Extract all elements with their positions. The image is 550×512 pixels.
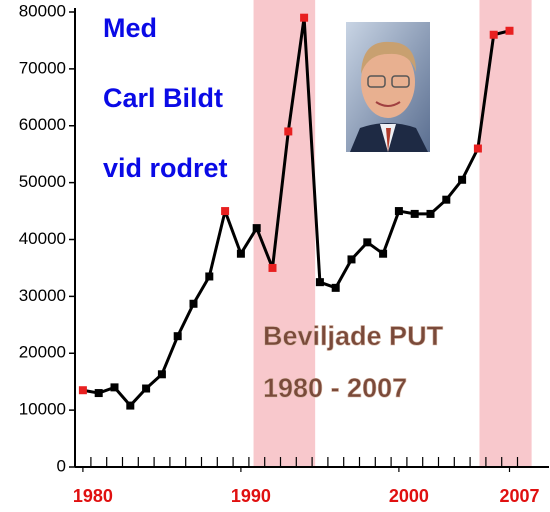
data-point [300,13,309,22]
y-tick-label: 10000 [19,400,66,419]
x-tick-label: 2000 [389,486,429,506]
y-tick-label: 0 [57,456,66,475]
data-point [236,249,245,258]
data-point [394,207,403,216]
data-point [284,127,293,136]
annotation: Carl Bildt [103,83,223,113]
y-tick-label: 80000 [19,1,66,20]
data-point [505,26,514,35]
shaded-range [253,0,316,467]
portrait-photo [346,22,430,152]
inset-title: Beviljade PUT [263,321,444,351]
data-point [473,144,482,153]
y-tick-label: 60000 [19,115,66,134]
y-tick-label: 70000 [19,58,66,77]
data-point [331,283,340,292]
y-tick-label: 30000 [19,286,66,305]
x-tick-label: 1990 [231,486,271,506]
data-point [410,209,419,218]
annotation: Med [103,13,157,43]
data-point [221,207,230,216]
y-tick-label: 50000 [19,172,66,191]
annotation: vid rodret [103,153,228,183]
y-tick-label: 40000 [19,229,66,248]
data-point [315,278,324,287]
data-point [78,386,87,395]
data-point [379,249,388,258]
data-point [189,299,198,308]
data-point [442,195,451,204]
data-point [173,332,182,341]
data-point [157,370,166,379]
data-point [126,401,135,410]
x-tick-label: 2007 [499,486,539,506]
data-point [347,255,356,264]
data-point [489,30,498,39]
inset-title: 1980 - 2007 [263,373,407,403]
x-tick-label: 1980 [73,486,113,506]
data-point [110,383,119,392]
data-point [94,389,103,398]
data-point [363,238,372,247]
y-tick-label: 20000 [19,343,66,362]
data-point [142,384,151,393]
data-point [252,224,261,233]
data-point [426,209,435,218]
data-point [458,175,467,184]
data-point [268,263,277,272]
data-point [205,272,214,281]
data-line [82,16,510,408]
